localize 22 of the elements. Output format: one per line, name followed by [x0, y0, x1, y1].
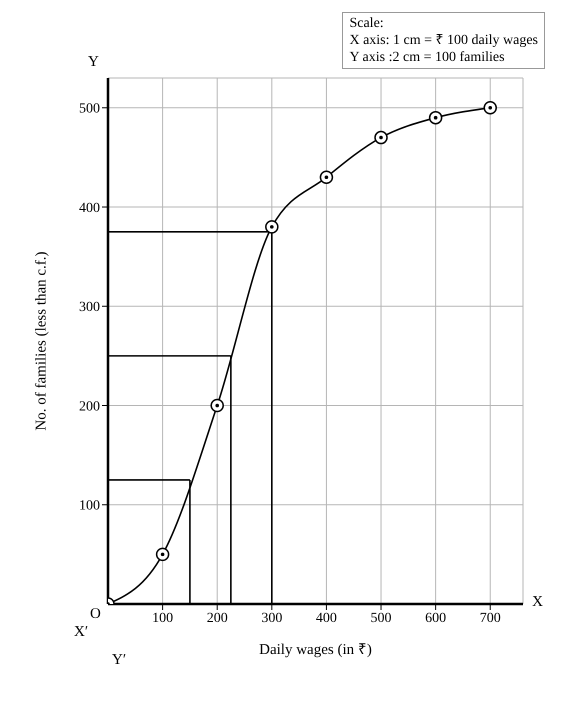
y-tick-label: 500	[79, 102, 100, 117]
y-tick-label: 200	[79, 399, 100, 414]
text: Y′	[112, 652, 126, 669]
x-tick-label: 300	[261, 610, 282, 626]
x-tick-label: 700	[480, 610, 501, 626]
text: X axis: 1 cm = ₹ 100 daily wages	[349, 32, 538, 49]
text: O	[90, 606, 101, 623]
x-tick-label: 500	[370, 610, 392, 626]
y-axis-title: No. of families (less than c.f.)	[33, 251, 50, 431]
text: X′	[74, 624, 88, 641]
text: Y	[88, 54, 99, 71]
y-tick-label: 400	[79, 200, 100, 216]
x-axis-title: Daily wages (in ₹)	[259, 642, 372, 658]
text: Y axis :2 cm = 100 families	[349, 49, 506, 66]
y-tick-label: 300	[79, 300, 100, 316]
x-tick-label: 100	[152, 610, 174, 626]
x-tick-label: 400	[316, 610, 337, 626]
y-tick-label: 100	[79, 498, 100, 514]
x-tick-label: 600	[425, 610, 446, 626]
text: X	[532, 594, 543, 611]
text: Scale:	[349, 15, 385, 32]
x-tick-label: 200	[206, 610, 228, 626]
